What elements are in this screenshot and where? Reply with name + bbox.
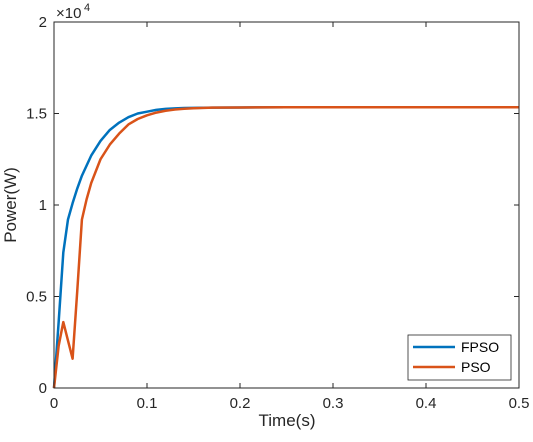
y-tick-label: 0.5 [26, 289, 47, 306]
x-tick-label: 0 [50, 395, 58, 412]
x-axis-title: Time(s) [259, 411, 316, 430]
y-exponent-power: 4 [84, 2, 90, 14]
series-line-pso [52, 106, 519, 389]
series-layer [52, 106, 519, 389]
plot-area [54, 22, 519, 388]
y-tick-label: 1.5 [26, 106, 47, 123]
x-axis: 0 0.1 0.2 0.3 0.4 0.5 [50, 22, 530, 412]
x-tick-label: 0.3 [323, 395, 344, 412]
x-tick-label: 0.2 [230, 395, 251, 412]
legend-label-pso: PSO [461, 359, 491, 375]
y-tick-label: 0 [39, 380, 47, 397]
x-tick-label: 0.5 [509, 395, 530, 412]
x-tick-label: 0.4 [416, 395, 437, 412]
y-exponent-base: ×10 [56, 5, 81, 22]
legend: FPSO PSO [407, 334, 512, 381]
y-tick-label: 2 [39, 14, 47, 31]
y-axis: 0 0.5 1 1.5 2 [26, 14, 519, 397]
y-axis-title: Power(W) [1, 167, 20, 243]
y-tick-label: 1 [39, 197, 47, 214]
x-tick-label: 0.1 [137, 395, 158, 412]
legend-label-fpso: FPSO [461, 339, 499, 355]
legend-box [407, 334, 512, 381]
